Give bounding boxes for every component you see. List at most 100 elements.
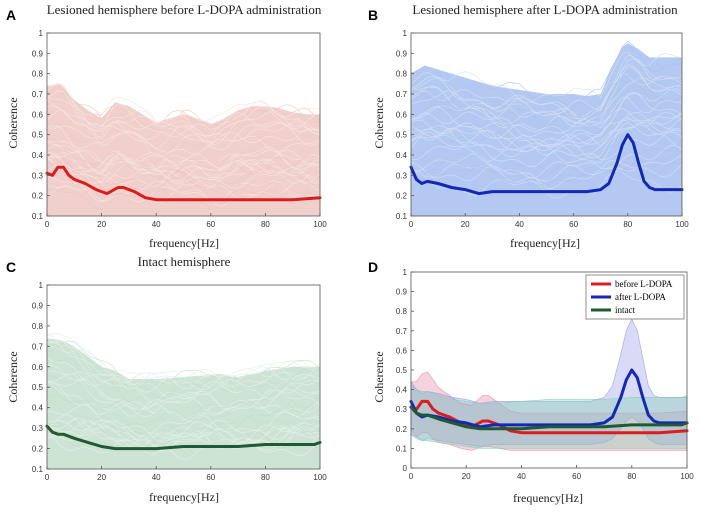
panel-a-trace	[46, 86, 321, 131]
panel-a-trace	[46, 149, 321, 174]
panel-d-ytick-label: 0.2	[396, 425, 408, 434]
panel-c-ytick-label: 0.4	[32, 404, 44, 413]
panel-c-trace	[46, 370, 321, 411]
panel-a-trace	[46, 180, 321, 203]
panel-d-series-1-line	[409, 368, 689, 429]
panel-c-ytick-label: 0.1	[32, 465, 44, 474]
panel-a-trace	[46, 152, 321, 181]
panel-c-xtick-label: 40	[152, 473, 161, 482]
panel-c-trace	[46, 379, 321, 418]
panel-b-trace	[410, 88, 683, 143]
panel-b-ytick-label: 0.9	[396, 49, 408, 58]
panel-b-trace	[410, 161, 683, 187]
panel-b-xtick-label: 100	[675, 220, 689, 229]
panel-c-series-0-line	[45, 424, 322, 451]
panel-b-trace	[410, 116, 683, 157]
panel-b-trace	[410, 112, 683, 159]
panel-b-ytick-label: 0.8	[396, 70, 408, 79]
panel-c-xtick-label: 0	[45, 473, 50, 482]
panel-a-trace	[46, 184, 321, 210]
panel-d-legend-label-0: before L-DOPA	[615, 279, 673, 289]
panel-d-legend: before L-DOPA after L-DOPA intact	[585, 274, 685, 320]
panel-d-ytick-label: 0.8	[396, 307, 408, 316]
panel-c-ytick-label: 0.2	[32, 445, 44, 454]
panel-d-ytick-label: 0.7	[396, 327, 408, 336]
panel-a-trace	[46, 125, 321, 158]
panel-c-ytick-label: 1	[39, 281, 44, 290]
panel-b-trace	[410, 51, 683, 104]
panel-a-ylabel: Coherence	[6, 97, 20, 148]
panel-c-xtick-label: 100	[313, 473, 327, 482]
panel-a-ytick-label: 0.1	[32, 212, 44, 221]
panel-a-xtick-label: 0	[45, 220, 50, 229]
panel-a-xtick-label: 20	[97, 220, 106, 229]
panel-c-trace	[46, 427, 321, 451]
panel-a-ytick-label: 0.2	[32, 192, 44, 201]
panel-a-axes-box	[46, 32, 321, 217]
panel-c-ytick-label: 0.9	[32, 301, 44, 310]
panel-a-series-0-line	[45, 165, 322, 202]
panel-b-xtick-label: 20	[461, 220, 470, 229]
panel-c-ytick-label: 0.8	[32, 322, 44, 331]
panel-b-ytick-label: 1	[403, 29, 408, 38]
panel-b-xtick-label: 0	[409, 220, 414, 229]
panel-b-trace	[410, 74, 683, 121]
panel-a-trace	[46, 99, 321, 137]
panel-c-axes-box	[46, 284, 321, 470]
panel-d-xtick-label: 40	[517, 472, 526, 481]
panel-d-plot-area	[409, 318, 689, 451]
panel-b-trace	[410, 75, 683, 125]
panel-a-trace	[46, 154, 321, 182]
panel-b-axes-box	[410, 32, 683, 217]
panel-b-series-0-line	[409, 133, 684, 196]
panel-d-legend-label-1: after L-DOPA	[615, 292, 666, 302]
panel-a-trace	[46, 121, 321, 153]
panel-a-trace	[46, 137, 321, 175]
panel-c-trace	[46, 414, 321, 448]
panel-a-trace	[46, 171, 321, 199]
panel-c-ylabel: Coherence	[6, 351, 20, 402]
panel-a-trace	[46, 163, 321, 190]
panel-b: B Lesioned hemisphere after L-DOPA admin…	[368, 2, 689, 250]
panel-b-trace	[410, 131, 683, 167]
panel-c-trace	[46, 432, 321, 461]
panel-c-ytick-label: 0.3	[32, 424, 44, 433]
panel-d-xtick-label: 100	[680, 472, 694, 481]
panel-a-ytick-label: 0.6	[32, 110, 44, 119]
panel-c-xtick-label: 60	[206, 473, 215, 482]
panel-c-trace	[46, 394, 321, 432]
panel-b-ytick-label: 0.2	[396, 192, 408, 201]
panel-c-trace	[46, 332, 321, 389]
panel-a-trace	[46, 162, 321, 191]
panel-a-xtick-label: 80	[261, 220, 270, 229]
panel-a-ytick-label: 0.8	[32, 70, 44, 79]
panel-d-ytick-label: 0	[403, 464, 408, 473]
panel-b-xlabel: frequency[Hz]	[510, 236, 580, 250]
panel-b-ytick-label: 0.1	[396, 212, 408, 221]
panel-c-trace	[46, 359, 321, 400]
panel-a-letter: A	[6, 7, 16, 23]
panel-c-xtick-label: 80	[261, 473, 270, 482]
panel-d-ytick-label: 0.5	[396, 366, 408, 375]
panel-d-ytick-label: 1	[403, 268, 408, 277]
panel-a-trace	[46, 174, 321, 203]
panel-d-series-2-line	[409, 405, 689, 431]
panel-b-ytick-label: 0.3	[396, 171, 408, 180]
panel-b-trace	[410, 77, 683, 127]
panel-d-ytick-label: 0.9	[396, 288, 408, 297]
panel-c-ytick-label: 0.7	[32, 342, 44, 351]
panel-b-trace	[410, 119, 683, 159]
panel-a-ytick-label: 0.4	[32, 151, 44, 160]
panel-b-trace	[410, 92, 683, 144]
panel-a-ytick-label: 0.7	[32, 90, 44, 99]
panel-c-trace	[46, 419, 321, 443]
panel-c-trace	[46, 420, 321, 449]
panel-c-title: Intact hemisphere	[138, 254, 231, 269]
panel-c: C Intact hemisphere frequency[Hz] Cohere…	[6, 254, 327, 504]
panel-c-trace	[47, 346, 321, 393]
panel-a-trace	[46, 152, 321, 186]
panel-b-trace	[410, 40, 683, 106]
panel-a-trace	[46, 149, 321, 184]
panel-a-xlabel: frequency[Hz]	[149, 236, 219, 250]
panel-c-xlabel: frequency[Hz]	[149, 490, 219, 504]
